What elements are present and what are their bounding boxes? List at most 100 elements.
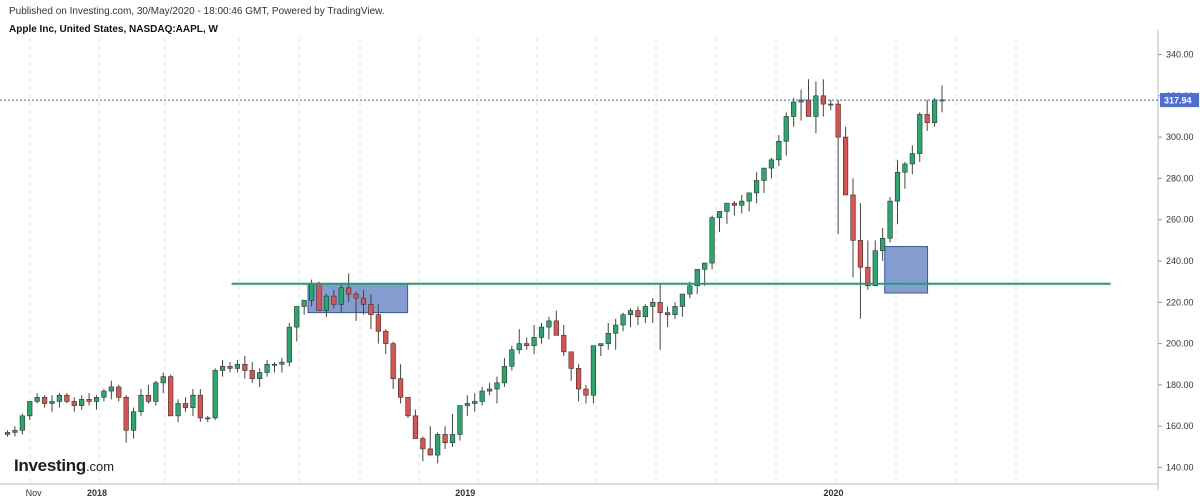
candle-body (397, 378, 404, 398)
candle-body (472, 401, 478, 404)
candle-body (931, 99, 938, 123)
candle-body (731, 202, 737, 206)
candle-body (620, 314, 626, 326)
y-tick-label: 160.00 (1166, 421, 1194, 431)
investing-logo: Investing.com (14, 456, 114, 476)
last-price-label: 317.94 (1164, 96, 1192, 106)
candle-body (672, 306, 678, 315)
candle-body (642, 306, 648, 318)
candle-body (924, 114, 930, 123)
candle-body (175, 403, 181, 417)
candle-body (79, 399, 85, 406)
candle-body (524, 343, 530, 346)
y-tick-label: 180.00 (1166, 380, 1194, 390)
candle-body (49, 401, 55, 404)
candle-body (93, 396, 100, 402)
candle-body (294, 306, 300, 328)
candle-body (509, 349, 515, 367)
candle-body (145, 394, 152, 402)
candle-body (264, 363, 270, 373)
candle-body (479, 390, 485, 402)
candle-body (813, 95, 819, 117)
candle-body (368, 304, 374, 315)
candle-body (687, 285, 693, 295)
candle-body (575, 368, 582, 390)
candle-body (420, 438, 426, 450)
candle-body (12, 430, 18, 433)
candle-body (768, 159, 775, 169)
candle-body (257, 372, 263, 379)
y-tick-label: 200.00 (1166, 339, 1194, 349)
candle-body (538, 326, 545, 338)
candle-body (234, 363, 241, 369)
candle-body (605, 332, 611, 344)
candle-body (865, 266, 871, 287)
candle-body (887, 200, 893, 239)
candle-body (746, 192, 752, 202)
candle-body (168, 376, 174, 417)
candle-body (41, 396, 48, 404)
candle-body (212, 370, 218, 419)
candle-body (583, 388, 589, 396)
consolidation-zone (884, 246, 929, 294)
candle-body (486, 388, 493, 392)
last-price-badge (1160, 93, 1199, 108)
candle-body (346, 287, 352, 295)
candle-body (316, 283, 322, 311)
candle-body (308, 283, 315, 301)
candle-body (64, 394, 70, 402)
candle-body (375, 314, 381, 332)
candle-body (390, 343, 396, 379)
candle-body (116, 386, 122, 398)
candle-body (753, 180, 760, 194)
candle-body (160, 376, 166, 384)
candle-body (835, 103, 841, 138)
candle-body (427, 448, 433, 456)
symbol-title: Apple Inc, United States, NASDAQ:AAPL, W (9, 24, 218, 35)
candle-body (205, 417, 211, 420)
chart-header: Published on Investing.com, 30/May/2020 … (9, 5, 385, 36)
candle-body (4, 432, 11, 435)
y-tick-label: 140.00 (1166, 462, 1194, 472)
candle-body (249, 370, 255, 379)
candle-body (568, 351, 574, 369)
candle-body (694, 268, 700, 287)
candle-body (130, 411, 137, 431)
candle-body (590, 345, 597, 396)
candle-body (464, 403, 470, 406)
candle-body (828, 103, 834, 106)
candle-body (702, 262, 708, 270)
y-tick-label: 340.00 (1166, 50, 1194, 60)
candle-body (917, 114, 923, 154)
candle-body (182, 403, 189, 408)
candle-body (553, 320, 559, 336)
y-tick-label: 220.00 (1166, 297, 1194, 307)
candle-body (219, 366, 226, 371)
candle-body (153, 382, 159, 402)
candle-body (880, 237, 886, 251)
published-info: Published on Investing.com, 30/May/2020 … (9, 6, 385, 17)
candle-body (902, 163, 908, 173)
candle-body (435, 434, 441, 456)
candle-body (716, 211, 723, 218)
candle-body (709, 217, 715, 264)
candle-body (739, 200, 745, 206)
candle-body (457, 405, 463, 435)
candle-body (857, 240, 864, 268)
candle-body (301, 299, 307, 307)
candle-body (546, 320, 552, 328)
candle-body (405, 396, 411, 417)
candle-body (724, 202, 730, 212)
candle-body (894, 171, 901, 202)
candle-body (761, 167, 767, 181)
candle-body (108, 386, 114, 392)
candle-body (442, 434, 448, 444)
candle-body (323, 295, 330, 311)
logo-suffix: .com (85, 459, 115, 474)
candle-body (412, 415, 419, 439)
logo-main: Investing (14, 456, 86, 475)
x-tick-label: Nov (26, 488, 43, 498)
candle-body (791, 101, 797, 117)
candle-body (271, 363, 278, 366)
